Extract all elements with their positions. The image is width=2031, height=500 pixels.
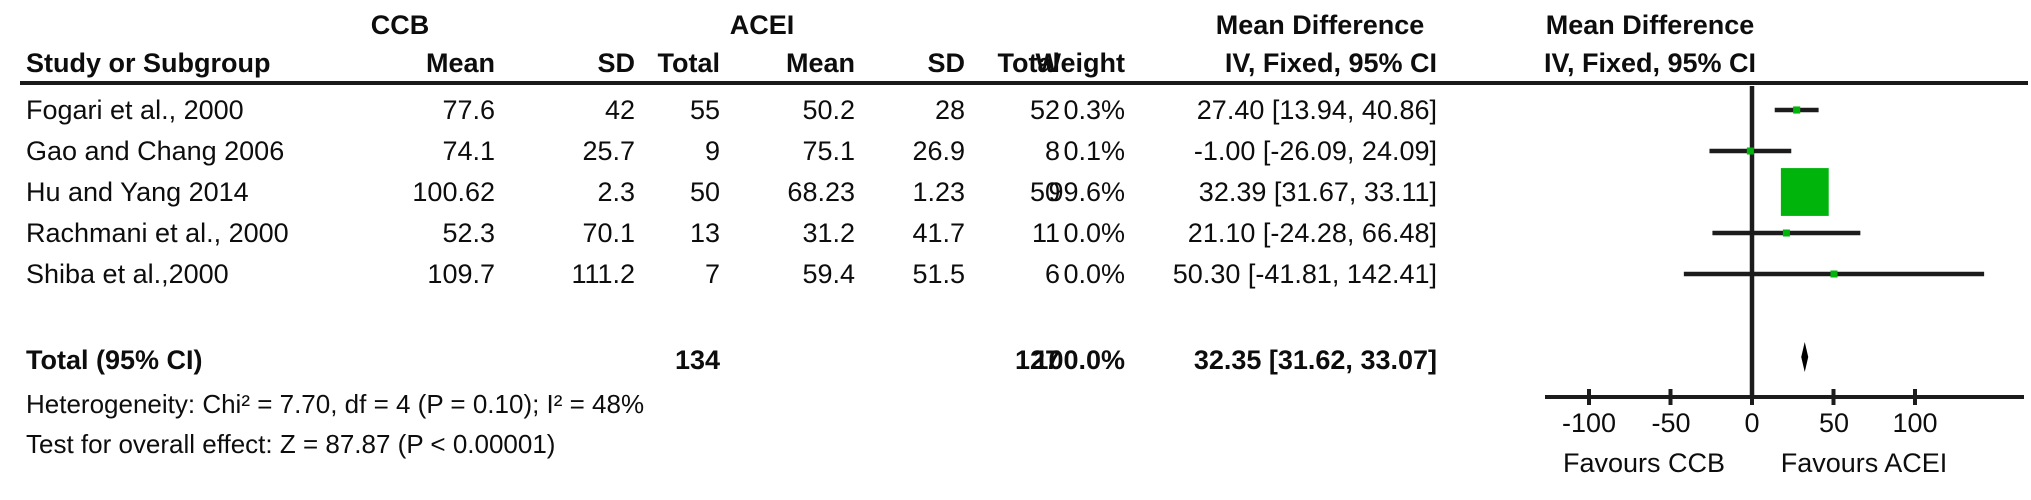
axis-tick-label: 100 [1892,408,1938,438]
weight: 0.3% [1063,95,1125,125]
ccb-mean: 100.62 [412,177,495,207]
acei-total: 8 [1044,136,1060,166]
ccb-sd: 25.7 [582,136,635,166]
col-header-total-ccb: Total [657,48,721,78]
study-name: Gao and Chang 2006 [26,136,285,166]
col-header-weight: Weight [1035,48,1126,78]
md-ci-text: 32.39 [31.67, 33.11] [1198,177,1437,207]
acei-sd: 28 [934,95,965,125]
weight: 0.0% [1063,259,1125,289]
axis-tick-label: -100 [1561,408,1617,438]
ccb-sd: 42 [604,95,635,125]
acei-sd: 41.7 [912,218,965,248]
acei-total: 11 [1031,218,1060,248]
md-ci-text: 21.10 [-24.28, 66.48] [1187,218,1437,248]
col-header-study: Study or Subgroup [26,48,271,78]
md-column-title: Mean Difference [1215,10,1425,40]
acei-total: 6 [1044,259,1060,289]
total-label: Total (95% CI) [26,345,203,375]
ccb-total: 13 [689,218,720,248]
total-weight: 100.0% [1033,345,1125,375]
ccb-mean: 74.1 [442,136,495,166]
weight: 99.6% [1048,177,1125,207]
acei-mean: 59.4 [802,259,855,289]
col-header-mean-acei: Mean [785,48,855,78]
ccb-sd: 70.1 [582,218,635,248]
weight: 0.0% [1063,218,1125,248]
md-ci-text: 27.40 [13.94, 40.86] [1196,95,1437,125]
plot-header-ci: IV, Fixed, 95% CI [1543,48,1757,78]
col-header-ci: IV, Fixed, 95% CI [1224,48,1437,78]
ccb-total: 9 [704,136,720,166]
acei-mean: 31.2 [802,218,855,248]
ccb-total: 7 [704,259,720,289]
acei-mean: 75.1 [802,136,855,166]
acei-total: 50 [1029,177,1060,207]
study-name: Shiba et al.,2000 [26,259,229,289]
group-header-ccb: CCB [370,10,430,40]
acei-mean: 50.2 [802,95,855,125]
col-header-sd-acei: SD [927,48,965,78]
total-md-ci-text: 32.35 [31.62, 33.07] [1193,345,1437,375]
heterogeneity-stats: Heterogeneity: Chi² = 7.70, df = 4 (P = … [26,389,645,419]
effect-marker [1782,229,1790,237]
acei-total: 52 [1029,95,1060,125]
acei-sd: 26.9 [912,136,965,166]
axis-tick-label: -50 [1651,408,1691,438]
effect-marker [1793,106,1801,114]
study-name: Fogari et al., 2000 [26,95,244,125]
col-header-sd-ccb: SD [597,48,635,78]
ccb-sd: 111.2 [571,259,635,289]
favours-left-label: Favours CCB [1562,448,1726,478]
axis-tick-label: 50 [1818,408,1850,438]
total-ccb-n: 134 [674,345,720,375]
header-divider-rule [20,81,2028,85]
acei-mean: 68.23 [787,177,855,207]
study-name: Rachmani et al., 2000 [26,218,289,248]
md-ci-text: -1.00 [-26.09, 24.09] [1193,136,1437,166]
effect-marker [1780,168,1829,216]
ccb-sd: 2.3 [597,177,635,207]
md-ci-text: 50.30 [-41.81, 142.41] [1172,259,1437,289]
ccb-total: 50 [689,177,720,207]
ccb-mean: 52.3 [442,218,495,248]
favours-right-label: Favours ACEI [1780,448,1948,478]
col-header-total-acei: Total [997,48,1061,78]
total-acei-n: 127 [1014,345,1060,375]
md-plot-title: Mean Difference [1545,10,1755,40]
study-name: Hu and Yang 2014 [26,177,249,207]
axis-tick-label: 0 [1744,408,1760,438]
weight: 0.1% [1063,136,1125,166]
group-header-acei: ACEI [729,10,795,40]
ccb-total: 55 [689,95,720,125]
ccb-mean: 77.6 [442,95,495,125]
col-header-mean-ccb: Mean [425,48,495,78]
total-diamond [1801,342,1809,372]
acei-sd: 51.5 [912,259,965,289]
ccb-mean: 109.7 [427,259,495,289]
effect-marker [1830,270,1838,278]
acei-sd: 1.23 [912,177,965,207]
overall-effect-test: Test for overall effect: Z = 87.87 (P < … [26,429,556,459]
effect-marker [1746,147,1754,155]
